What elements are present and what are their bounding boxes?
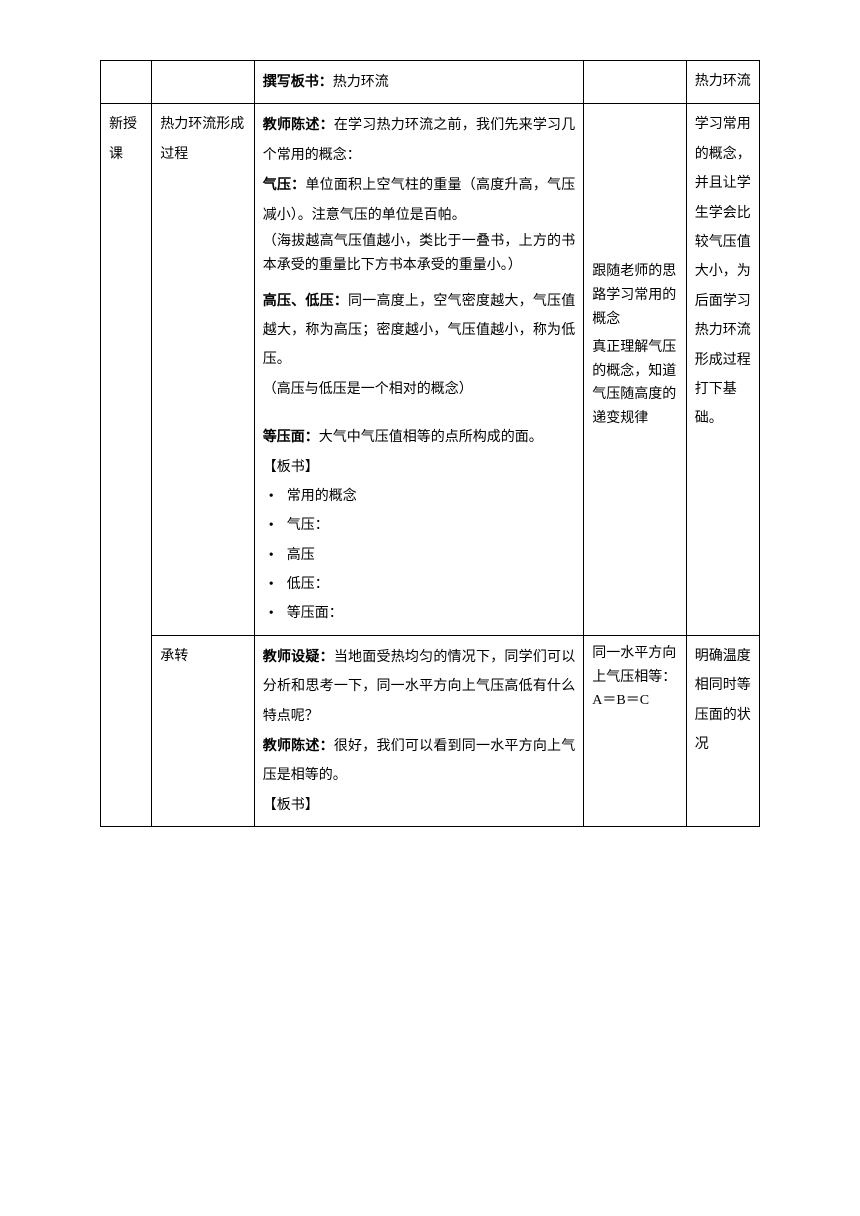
paragraph: 高压、低压：同一高度上，空气密度越大，气压值越大，称为高压；密度越小，气压值越小…	[263, 286, 576, 375]
paragraph: 气压：单位面积上空气柱的重量（高度升高，气压减小）。注意气压的单位是百帕。	[263, 170, 576, 230]
label: 撰写板书：	[263, 73, 333, 89]
cell-student-activity	[584, 61, 687, 104]
cell-intent: 热力环流	[686, 61, 759, 104]
cell-student-activity: 同一水平方向上气压相等：A＝B＝C	[584, 635, 687, 826]
cell-topic: 承转	[152, 635, 255, 826]
paragraph: 教师陈述：很好，我们可以看到同一水平方向上气压是相等的。	[263, 731, 576, 791]
cell-student-activity: 跟随老师的思路学习常用的概念 真正理解气压的概念，知道气压随高度的递变规律	[584, 104, 687, 635]
board-label: 【板书】	[263, 453, 576, 482]
table-row: 承转 教师设疑：当地面受热均匀的情况下，同学们可以分析和思考一下，同一水平方向上…	[101, 635, 760, 826]
paragraph: 真正理解气压的概念，知道气压随高度的递变规律	[592, 336, 678, 431]
paragraph: 跟随老师的思路学习常用的概念	[592, 260, 678, 331]
cell-teacher-activity: 教师陈述：在学习热力环流之前，我们先来学习几个常用的概念： 气压：单位面积上空气…	[254, 104, 584, 635]
paragraph: 教师设疑：当地面受热均匀的情况下，同学们可以分析和思考一下，同一水平方向上气压高…	[263, 642, 576, 731]
bullet-item: 常用的概念	[263, 482, 576, 511]
paragraph: 教师陈述：在学习热力环流之前，我们先来学习几个常用的概念：	[263, 110, 576, 170]
cell-intent: 学习常用的概念，并且让学生学会比较气压值大小，为后面学习热力环流形成过程打下基础…	[686, 104, 759, 635]
board-bullets: 常用的概念 气压： 高压 低压： 等压面：	[263, 482, 576, 629]
text: 热力环流	[333, 75, 389, 90]
cell-topic: 热力环流形成过程	[152, 104, 255, 635]
cell-topic	[152, 61, 255, 104]
bullet-item: 高压	[263, 541, 576, 570]
cell-teacher-activity: 教师设疑：当地面受热均匀的情况下，同学们可以分析和思考一下，同一水平方向上气压高…	[254, 635, 584, 826]
cell-intent: 明确温度相同时等压面的状况	[686, 635, 759, 826]
board-label: 【板书】	[263, 791, 576, 820]
table-row: 新授课 热力环流形成过程 教师陈述：在学习热力环流之前，我们先来学习几个常用的概…	[101, 104, 760, 635]
table-row: 撰写板书：热力环流 热力环流	[101, 61, 760, 104]
lesson-plan-table: 撰写板书：热力环流 热力环流 新授课 热力环流形成过程 教师陈述：在学习热力环流…	[100, 60, 760, 827]
bullet-item: 气压：	[263, 511, 576, 540]
cell-stage	[101, 61, 152, 104]
paragraph: 等压面：大气中气压值相等的点所构成的面。	[263, 422, 576, 452]
bullet-item: 低压：	[263, 570, 576, 599]
cell-teacher-activity: 撰写板书：热力环流	[254, 61, 584, 104]
paragraph: （海拔越高气压值越小，类比于一叠书，上方的书本承受的重量比下方书本承受的重量小。…	[263, 230, 576, 278]
paragraph: （高压与低压是一个相对的概念）	[263, 375, 576, 404]
bullet-item: 等压面：	[263, 599, 576, 628]
cell-stage: 新授课	[101, 104, 152, 827]
